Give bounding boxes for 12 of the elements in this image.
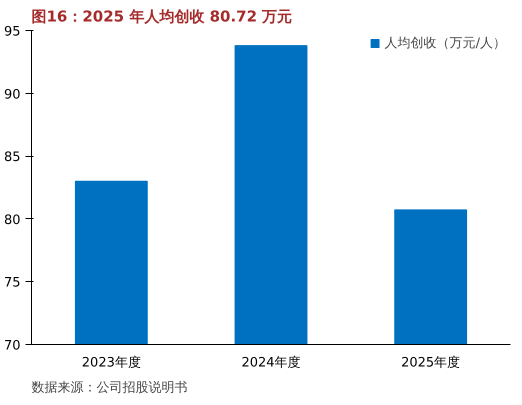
x-tick-label: 2024年度 bbox=[241, 354, 301, 370]
chart-title: 图16：2025 年人均创收 80.72 万元 bbox=[32, 8, 292, 26]
y-tick-label: 90 bbox=[4, 87, 21, 102]
source-note: 数据来源：公司招股说明书 bbox=[32, 380, 188, 396]
x-tick-label: 2025年度 bbox=[401, 354, 460, 370]
y-tick-label: 70 bbox=[4, 338, 21, 354]
y-tick-label: 80 bbox=[4, 212, 21, 228]
legend-label: 人均创收（万元/人） bbox=[384, 35, 506, 52]
x-tick-label: 2023年度 bbox=[82, 354, 141, 370]
y-tick-label: 95 bbox=[4, 24, 21, 40]
y-tick-label: 75 bbox=[4, 276, 21, 291]
y-tick-label: 85 bbox=[4, 150, 21, 166]
